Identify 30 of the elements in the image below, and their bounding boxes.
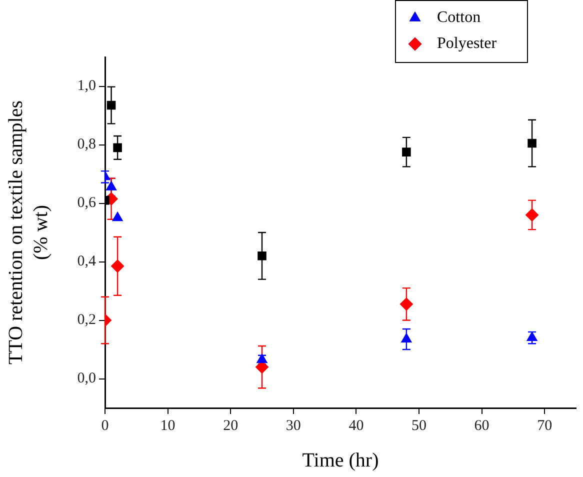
x-tick-label: 20 xyxy=(223,418,238,434)
x-tick-label: 60 xyxy=(474,418,490,434)
point xyxy=(111,260,124,273)
y-tick-label: 1,0 xyxy=(77,78,96,94)
point xyxy=(106,100,116,110)
point xyxy=(526,208,539,222)
y-tick-label: 0,8 xyxy=(77,136,96,153)
x-tick-label: 50 xyxy=(412,418,426,434)
x-tick-label: 70 xyxy=(537,418,552,434)
y-tick-label: 0,4 xyxy=(77,254,96,270)
point xyxy=(528,138,536,148)
point xyxy=(526,332,538,342)
y-tick-label: 0,2 xyxy=(77,312,96,328)
point xyxy=(112,212,123,222)
x-axis-title: Time (hr) xyxy=(302,449,379,472)
y-tick-label: 0,0 xyxy=(77,370,96,387)
y-axis-title: TTO retention on textile samples (% wt) xyxy=(4,100,52,365)
x-tick-label: 10 xyxy=(160,418,176,434)
x-tick-label: 40 xyxy=(348,418,364,434)
point xyxy=(402,148,411,156)
x-tick-label: 0 xyxy=(101,418,109,434)
legend-label: Cotton xyxy=(437,9,481,26)
point xyxy=(400,298,413,311)
point xyxy=(113,143,122,152)
point xyxy=(106,181,117,190)
point xyxy=(258,252,266,260)
legend-label: Polyester xyxy=(437,35,498,52)
y-tick-label: 0,6 xyxy=(77,195,96,212)
point xyxy=(401,333,412,343)
x-tick-label: 30 xyxy=(286,418,301,434)
